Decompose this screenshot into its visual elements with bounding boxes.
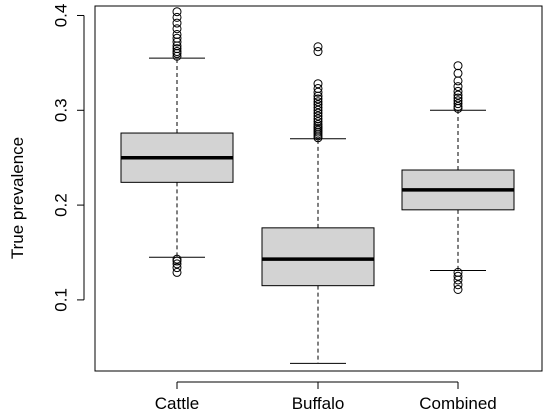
- outlier-point: [313, 79, 323, 89]
- y-axis-title: True prevalence: [8, 137, 27, 259]
- outlier-point: [313, 42, 323, 52]
- outlier-point: [172, 263, 182, 273]
- y-tick-label: 0.1: [51, 288, 70, 312]
- y-tick-label: 0.2: [51, 193, 70, 217]
- x-tick-label: Buffalo: [292, 394, 345, 413]
- outlier-point: [453, 86, 463, 96]
- box-group-buffalo: [261, 42, 375, 364]
- outlier-point: [453, 267, 463, 277]
- outlier-point: [453, 284, 463, 294]
- outlier-point: [172, 259, 182, 269]
- outlier-point: [313, 102, 323, 112]
- outlier-point: [313, 114, 323, 124]
- outlier-point: [453, 280, 463, 290]
- box-group-combined: [401, 61, 515, 294]
- outlier-point: [313, 47, 323, 57]
- boxes: [120, 7, 515, 364]
- outlier-point: [313, 87, 323, 97]
- y-tick-label: 0.3: [51, 98, 70, 122]
- outlier-point: [453, 61, 463, 71]
- outlier-point: [172, 18, 182, 28]
- outlier-point: [313, 105, 323, 115]
- outlier-point: [172, 47, 182, 57]
- outlier-point: [313, 83, 323, 93]
- outlier-point: [453, 271, 463, 281]
- outlier-point: [172, 12, 182, 22]
- outlier-point: [453, 82, 463, 92]
- outlier-point: [313, 111, 323, 121]
- outlier-point: [172, 29, 182, 39]
- x-tick-label: Combined: [419, 394, 497, 413]
- outlier-point: [313, 117, 323, 127]
- y-tick-label: 0.4: [51, 4, 70, 28]
- x-axis: Cattle Buffalo Combined: [155, 381, 497, 413]
- outlier-point: [172, 44, 182, 54]
- outlier-point: [313, 120, 323, 130]
- outlier-point: [453, 96, 463, 106]
- y-axis: 0.1 0.2 0.3 0.4: [51, 4, 85, 312]
- outlier-point: [172, 267, 182, 277]
- outlier-point: [453, 76, 463, 86]
- box-group-cattle: [120, 7, 234, 277]
- outlier-point: [172, 24, 182, 34]
- outlier-point: [453, 99, 463, 109]
- outlier-point: [313, 94, 323, 104]
- outlier-point: [313, 97, 323, 107]
- outlier-point: [453, 68, 463, 78]
- x-tick-label: Cattle: [155, 394, 199, 413]
- outlier-point: [172, 33, 182, 43]
- outlier-point: [313, 100, 323, 110]
- plot-frame: [94, 5, 543, 372]
- outlier-point: [453, 90, 463, 100]
- iqr-box: [261, 227, 375, 287]
- outlier-point: [453, 101, 463, 111]
- outlier-point: [172, 7, 182, 17]
- outlier-point: [453, 93, 463, 103]
- outlier-point: [313, 108, 323, 118]
- outlier-point: [172, 254, 182, 264]
